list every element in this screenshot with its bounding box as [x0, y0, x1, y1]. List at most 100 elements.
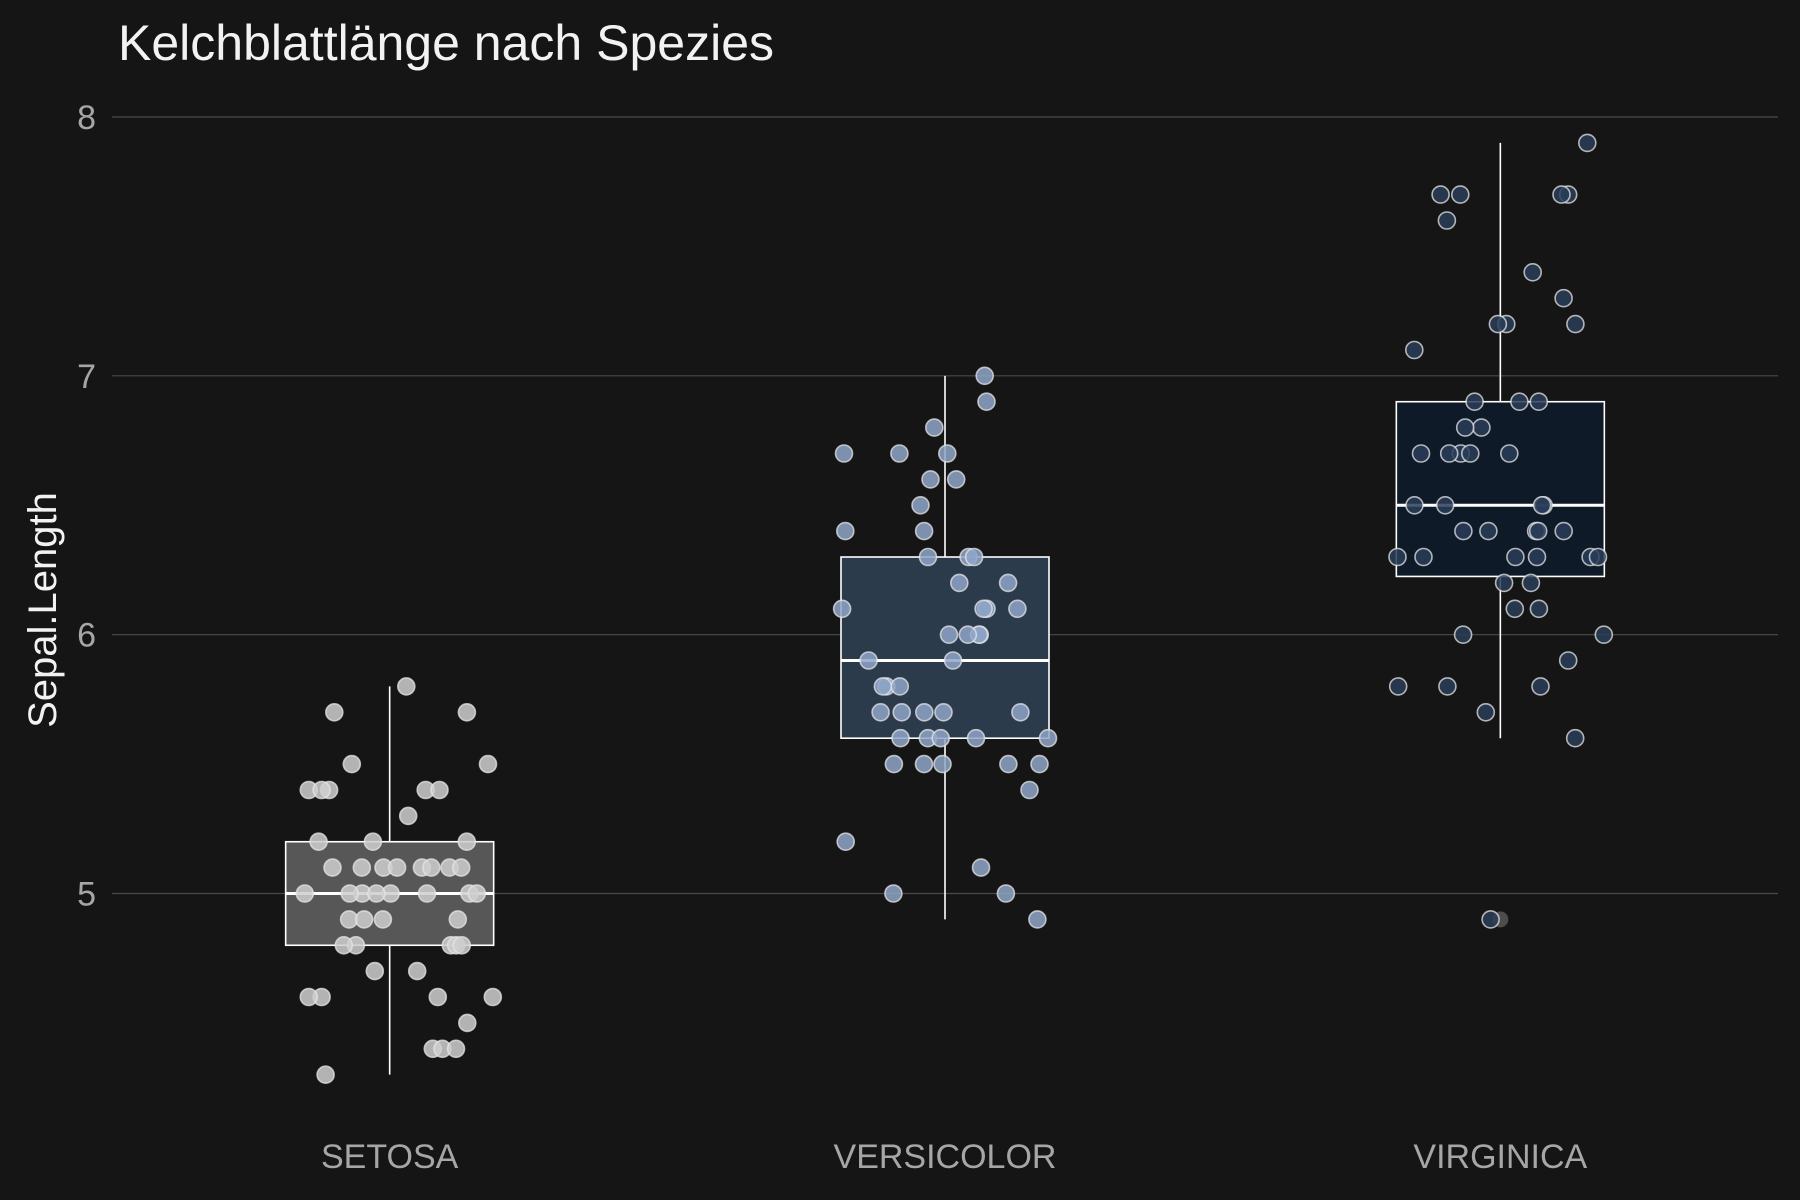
- data-point: [890, 444, 909, 463]
- x-tick-label-setosa: SETOSA: [321, 1138, 459, 1176]
- data-point: [964, 547, 984, 567]
- data-point: [918, 547, 938, 567]
- data-point: [975, 366, 995, 386]
- data-point: [1438, 677, 1457, 696]
- jitter-points: [295, 133, 1614, 1084]
- data-point: [1481, 910, 1500, 929]
- data-point: [1554, 521, 1573, 541]
- data-point: [324, 702, 344, 722]
- chart-title: Kelchblattlänge nach Spezies: [118, 15, 774, 71]
- data-point: [417, 884, 437, 903]
- box-virginica: [1395, 142, 1606, 928]
- data-point: [334, 935, 354, 955]
- data-point: [931, 728, 951, 748]
- data-point: [1008, 599, 1027, 619]
- y-tick-label: 6: [77, 617, 96, 655]
- data-point: [365, 961, 385, 981]
- x-tick-label-versicolor: VERSICOLOR: [834, 1138, 1057, 1176]
- data-point: [340, 884, 360, 903]
- data-point: [1431, 185, 1450, 204]
- data-point: [446, 1039, 466, 1059]
- data-point: [1388, 677, 1408, 696]
- data-point: [352, 858, 372, 877]
- data-point: [457, 1013, 477, 1033]
- data-point: [354, 910, 374, 929]
- data-point: [483, 987, 503, 1007]
- data-point: [428, 987, 448, 1007]
- data-point: [871, 702, 890, 722]
- data-point: [1414, 547, 1433, 567]
- data-point: [1565, 728, 1585, 748]
- data-point: [342, 754, 362, 774]
- data-point: [1578, 133, 1597, 153]
- data-point: [373, 910, 393, 929]
- data-point: [1554, 288, 1573, 308]
- data-point: [891, 728, 910, 748]
- data-point: [999, 754, 1018, 774]
- data-point: [971, 858, 991, 877]
- data-point: [933, 754, 952, 774]
- data-point: [1523, 262, 1542, 282]
- data-point: [457, 702, 477, 722]
- data-point: [1028, 910, 1047, 929]
- y-axis-label: Sepal.Length: [21, 492, 65, 728]
- data-point: [467, 884, 487, 903]
- data-point: [1451, 185, 1470, 204]
- data-point: [998, 573, 1018, 593]
- data-point: [939, 625, 959, 645]
- data-point: [1528, 521, 1548, 541]
- data-point: [977, 392, 996, 412]
- data-point: [1020, 780, 1039, 800]
- data-point: [1405, 340, 1424, 360]
- data-point: [1529, 392, 1549, 412]
- data-point: [914, 521, 934, 541]
- data-point: [396, 677, 416, 696]
- data-point: [1411, 444, 1431, 463]
- data-point: [911, 495, 930, 515]
- data-point: [943, 651, 963, 670]
- data-point: [1488, 314, 1508, 334]
- y-tick-label: 5: [77, 876, 96, 914]
- data-point: [430, 780, 449, 800]
- data-point: [1439, 444, 1459, 463]
- data-point: [934, 702, 953, 722]
- data-point: [1594, 625, 1614, 645]
- data-point: [1510, 392, 1529, 412]
- data-point: [1038, 728, 1058, 748]
- data-point: [832, 599, 852, 619]
- data-point: [1465, 392, 1484, 412]
- data-point: [363, 832, 383, 852]
- data-point: [958, 625, 978, 645]
- data-point: [1388, 547, 1407, 567]
- data-point: [836, 832, 856, 852]
- data-point: [1437, 211, 1457, 230]
- data-point: [1531, 677, 1550, 696]
- y-tick-label: 8: [77, 99, 96, 137]
- data-point: [1494, 573, 1514, 593]
- data-point: [478, 754, 498, 774]
- data-point: [1030, 754, 1049, 774]
- data-point: [937, 444, 957, 463]
- y-tick-label: 7: [77, 358, 96, 396]
- data-point: [884, 754, 904, 774]
- data-point: [966, 728, 986, 748]
- data-point: [873, 677, 893, 696]
- data-point: [859, 651, 878, 670]
- data-point: [452, 935, 472, 955]
- data-point: [1461, 444, 1480, 463]
- data-point: [457, 832, 477, 852]
- data-point: [1405, 495, 1424, 515]
- data-point: [1532, 495, 1552, 515]
- data-point: [1505, 599, 1525, 619]
- data-point: [946, 470, 966, 489]
- data-point: [1558, 651, 1578, 670]
- data-point: [835, 521, 855, 541]
- data-point: [914, 702, 934, 722]
- box-iqr: [1395, 400, 1606, 578]
- data-point: [421, 858, 441, 877]
- data-point: [1455, 418, 1475, 437]
- data-point: [914, 754, 934, 774]
- data-point: [949, 573, 969, 593]
- data-point: [1453, 625, 1473, 645]
